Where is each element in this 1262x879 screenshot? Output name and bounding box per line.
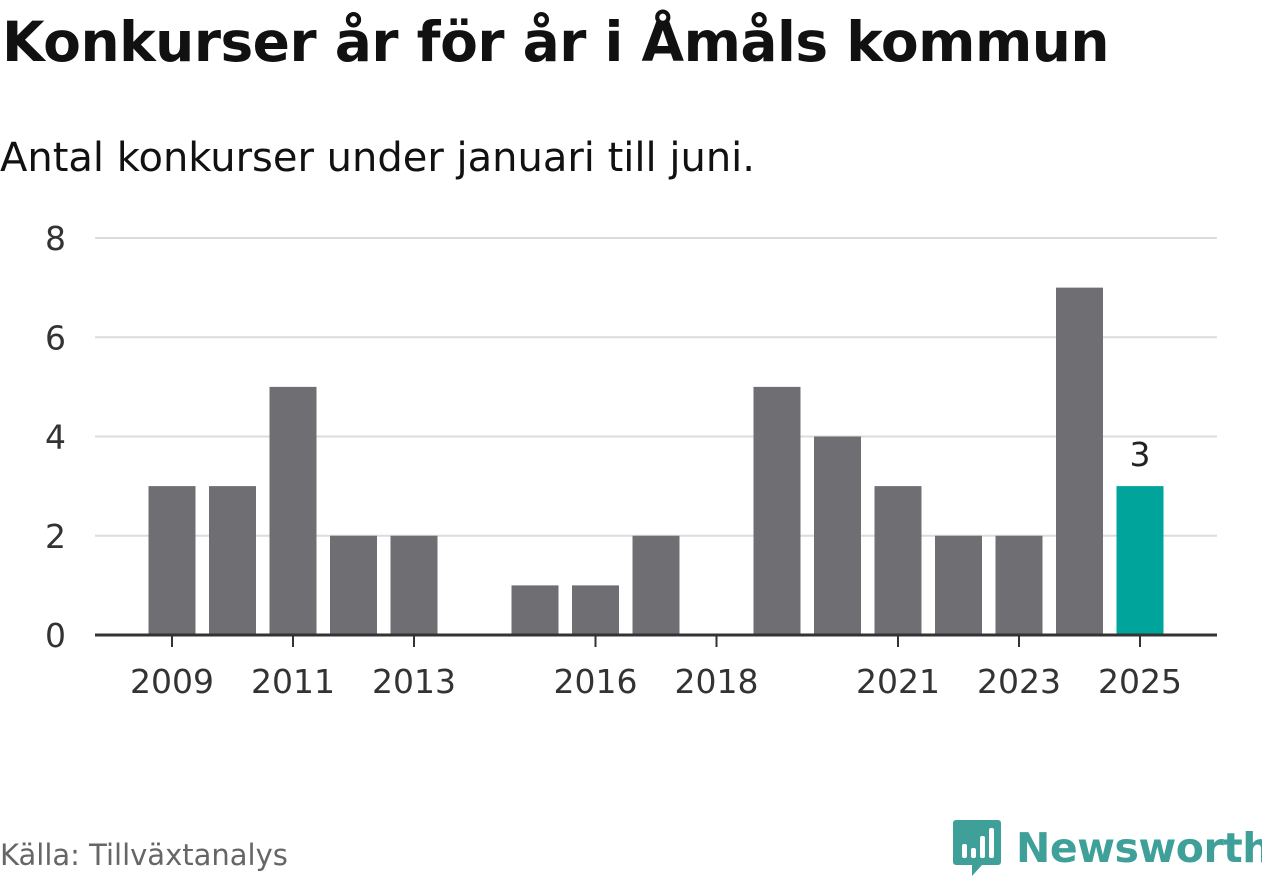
bars (148, 287, 1164, 635)
brand-logo: Newsworthy (952, 818, 1262, 878)
y-tick-label-6: 6 (45, 318, 66, 357)
x-tick-label-2009: 2009 (130, 662, 214, 701)
bar-2009 (148, 486, 196, 635)
bar-2015 (511, 585, 559, 635)
bar-2010 (209, 486, 256, 635)
x-tick-label-2023: 2023 (977, 662, 1061, 701)
data-label-2025: 3 (1130, 435, 1151, 474)
bar-2011 (269, 386, 317, 635)
bar-2022 (935, 535, 982, 635)
bar-2019 (753, 386, 801, 635)
gridlines (95, 237, 1217, 537)
bar-2017 (632, 535, 680, 635)
x-tick-label-2021: 2021 (856, 662, 940, 701)
y-tick-label-2: 2 (45, 517, 66, 556)
bar-2020 (814, 436, 861, 635)
bar-2025 (1116, 486, 1164, 635)
data-labels: 3 (1130, 435, 1151, 474)
bar-chart: 0 2 4 6 8 2009 2011 2013 2016 2018 2021 2023 2025 3 (45, 219, 1217, 701)
x-tick-label-2016: 2016 (554, 662, 638, 701)
x-tick-label-2011: 2011 (251, 662, 335, 701)
y-axis-ticks: 0 2 4 6 8 (45, 219, 66, 655)
chart-subtitle: Antal konkurser under januari till juni. (0, 135, 755, 181)
x-tick-label-2018: 2018 (675, 662, 759, 701)
bar-2021 (874, 486, 922, 635)
x-tick-label-2013: 2013 (372, 662, 456, 701)
y-tick-label-8: 8 (45, 219, 66, 258)
brand-name: Newsworthy (1016, 824, 1262, 872)
y-tick-label-4: 4 (45, 418, 66, 457)
bar-2016 (572, 585, 619, 635)
bar-2024 (1056, 287, 1103, 635)
source-note: Källa: Tillväxtanalys (0, 838, 288, 872)
y-tick-label-0: 0 (45, 616, 66, 655)
newsworthy-logo-icon (953, 820, 1001, 876)
bar-2013 (390, 535, 438, 635)
chart-title: Konkurser år för år i Åmåls kommun (2, 10, 1110, 74)
x-axis-ticks: 2009 2011 2013 2016 2018 2021 2023 2025 (130, 635, 1182, 701)
bar-2023 (995, 535, 1043, 635)
bar-2012 (330, 535, 377, 635)
x-tick-label-2025: 2025 (1098, 662, 1182, 701)
